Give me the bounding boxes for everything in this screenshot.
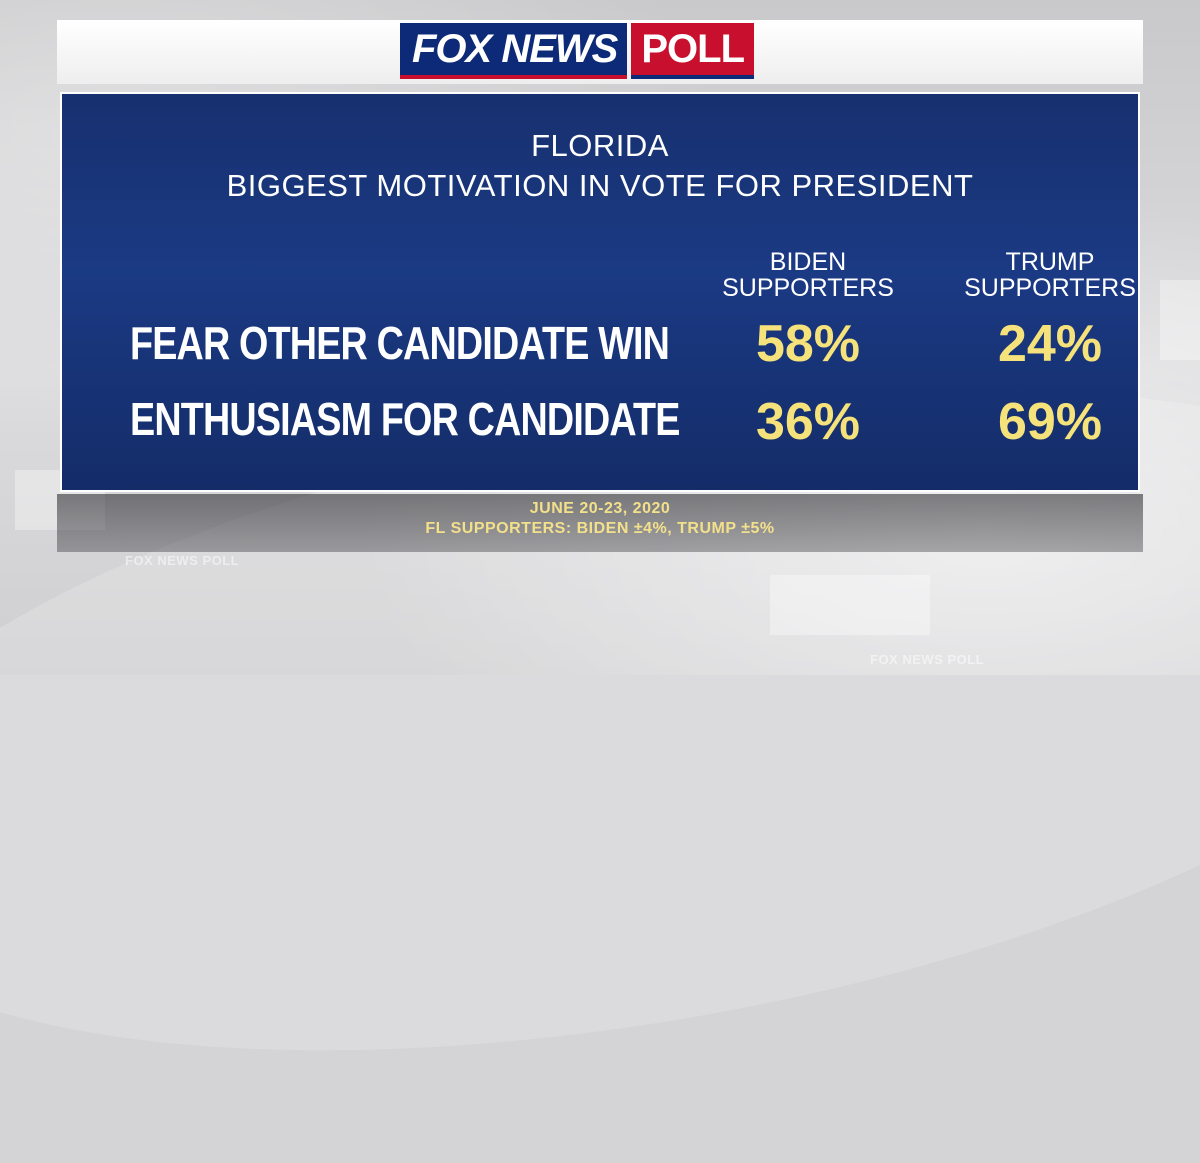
row-label-fear: FEAR OTHER CANDIDATE WIN — [130, 317, 670, 369]
value-enthusiasm-biden: 36% — [755, 393, 861, 451]
column-header-line: SUPPORTERS — [722, 274, 894, 302]
column-header-line: SUPPORTERS — [964, 274, 1136, 302]
poll-panel: FLORIDA BIGGEST MOTIVATION IN VOTE FOR P… — [60, 92, 1140, 492]
fox-news-wordmark: FOX NEWS — [400, 23, 628, 79]
watermark-logo: FOX NEWS POLL — [125, 553, 240, 568]
margin-of-error: FL SUPPORTERS: BIDEN ±4%, TRUMP ±5% — [425, 520, 775, 537]
column-header-line: BIDEN — [769, 248, 847, 276]
column-header-biden: BIDEN SUPPORTERS — [688, 249, 928, 301]
value-fear-biden: 58% — [755, 315, 861, 373]
poll-wordmark: POLL — [631, 23, 755, 79]
value-fear-trump: 24% — [997, 315, 1103, 373]
column-header-line: TRUMP — [1005, 248, 1095, 276]
poll-dates: JUNE 20-23, 2020 — [529, 500, 671, 517]
watermark-graphic — [1160, 280, 1200, 360]
fox-news-poll-logo: FOX NEWS POLL — [400, 23, 755, 79]
chart-subtitle: BIGGEST MOTIVATION IN VOTE FOR PRESIDENT — [226, 168, 974, 203]
value-enthusiasm-trump: 69% — [997, 393, 1103, 451]
column-header-trump: TRUMP SUPPORTERS — [930, 249, 1170, 301]
poll-footer: JUNE 20-23, 2020 FL SUPPORTERS: BIDEN ±4… — [57, 494, 1143, 552]
watermark-graphic — [770, 575, 930, 635]
chart-title: FLORIDA — [531, 128, 669, 163]
row-label-enthusiasm: ENTHUSIASM FOR CANDIDATE — [130, 393, 680, 445]
watermark-logo: FOX NEWS POLL — [870, 652, 985, 667]
